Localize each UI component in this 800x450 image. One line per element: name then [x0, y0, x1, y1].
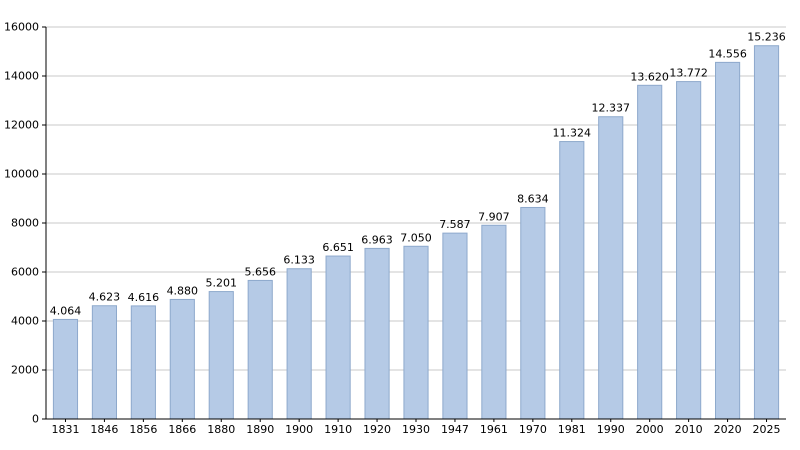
bar-value-label: 12.337: [591, 102, 630, 115]
bar-value-label: 4.064: [50, 304, 82, 317]
bar-value-label: 7.587: [439, 218, 471, 231]
bar: [403, 245, 429, 420]
x-tick-label: 2010: [675, 423, 703, 436]
bar: [676, 81, 702, 420]
bar: [286, 268, 312, 420]
y-tick-label: 16000: [4, 21, 39, 34]
x-tick-label: 1900: [285, 423, 313, 436]
bar: [208, 291, 234, 420]
x-tick-label: 1846: [90, 423, 118, 436]
bar-value-label: 8.634: [517, 192, 549, 205]
bar: [130, 305, 156, 420]
bar-value-label: 6.133: [283, 254, 315, 267]
bar: [559, 141, 585, 420]
bar: [364, 247, 390, 420]
x-tick-label: 2000: [636, 423, 664, 436]
bar: [753, 45, 780, 420]
x-tick-label: 1890: [246, 423, 274, 436]
bar: [52, 318, 79, 420]
bar-value-label: 11.324: [553, 127, 592, 140]
bar-value-label: 5.656: [244, 265, 276, 278]
bar: [247, 279, 273, 420]
y-tick-label: 14000: [4, 70, 39, 83]
bar-value-label: 14.556: [708, 47, 747, 60]
x-tick-label: 2025: [753, 423, 781, 436]
bar: [715, 61, 741, 420]
y-tick-label: 12000: [4, 119, 39, 132]
bar-value-label: 13.772: [669, 67, 708, 80]
x-tick-label: 1920: [363, 423, 391, 436]
bar: [637, 84, 663, 420]
bar-value-label: 6.963: [361, 233, 393, 246]
bar-value-label: 7.907: [478, 210, 510, 223]
x-tick-label: 2020: [714, 423, 742, 436]
bar-value-label: 4.880: [167, 284, 199, 297]
bar: [169, 298, 195, 420]
x-tick-label: 1831: [51, 423, 79, 436]
y-tick-label: 4000: [11, 315, 39, 328]
x-tick-label: 1947: [441, 423, 469, 436]
bar: [442, 232, 468, 420]
bar: [598, 116, 624, 420]
y-tick-label: 10000: [4, 168, 39, 181]
x-tick-label: 1880: [207, 423, 235, 436]
bar: [481, 224, 507, 420]
x-tick-label: 1990: [597, 423, 625, 436]
bar-value-label: 5.201: [206, 277, 238, 290]
x-tick-label: 1930: [402, 423, 430, 436]
bar-value-label: 7.050: [400, 231, 432, 244]
y-tick-label: 2000: [11, 364, 39, 377]
bar-value-label: 15.236: [747, 31, 786, 44]
y-tick-label: 6000: [11, 266, 39, 279]
bar: [325, 255, 351, 420]
x-tick-label: 1856: [129, 423, 157, 436]
bar-value-label: 4.616: [128, 291, 160, 304]
y-tick-label: 8000: [11, 217, 39, 230]
bar: [91, 305, 117, 420]
x-tick-label: 1961: [480, 423, 508, 436]
bar: [520, 206, 546, 420]
y-tick-label: 0: [32, 413, 39, 426]
bar-value-label: 13.620: [630, 70, 669, 83]
x-tick-label: 1866: [168, 423, 196, 436]
x-tick-label: 1981: [558, 423, 586, 436]
bar-value-label: 4.623: [89, 291, 121, 304]
x-tick-label: 1910: [324, 423, 352, 436]
x-tick-label: 1970: [519, 423, 547, 436]
bar-value-label: 6.651: [322, 241, 354, 254]
